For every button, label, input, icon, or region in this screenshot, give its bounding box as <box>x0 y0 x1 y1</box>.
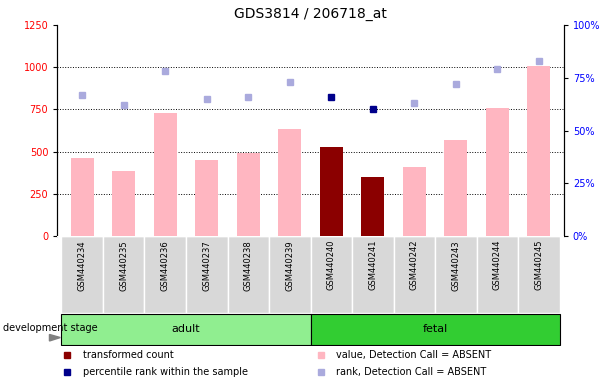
Text: GSM440241: GSM440241 <box>368 240 377 291</box>
Text: GSM440236: GSM440236 <box>161 240 169 291</box>
Bar <box>112 171 135 236</box>
Text: GSM440237: GSM440237 <box>202 240 211 291</box>
Bar <box>195 160 218 236</box>
Text: GSM440239: GSM440239 <box>285 240 294 291</box>
Bar <box>62 236 103 313</box>
Text: GSM440245: GSM440245 <box>534 240 543 291</box>
Text: GSM440235: GSM440235 <box>119 240 128 291</box>
Polygon shape <box>49 334 60 341</box>
Bar <box>154 113 177 236</box>
Bar <box>528 66 551 236</box>
Bar <box>518 236 560 313</box>
Bar <box>71 159 93 236</box>
Text: GSM440240: GSM440240 <box>327 240 336 291</box>
Text: adult: adult <box>172 324 200 334</box>
Bar <box>476 236 518 313</box>
Text: GSM440244: GSM440244 <box>493 240 502 291</box>
Bar <box>311 236 352 313</box>
Bar <box>403 167 426 236</box>
Bar <box>186 236 227 313</box>
Bar <box>237 153 260 236</box>
Bar <box>269 236 311 313</box>
Bar <box>311 314 560 345</box>
Title: GDS3814 / 206718_at: GDS3814 / 206718_at <box>234 7 387 21</box>
Text: GSM440238: GSM440238 <box>244 240 253 291</box>
Bar <box>103 236 145 313</box>
Bar <box>62 314 311 345</box>
Text: transformed count: transformed count <box>83 350 173 360</box>
Text: fetal: fetal <box>423 324 447 334</box>
Bar <box>227 236 269 313</box>
Text: percentile rank within the sample: percentile rank within the sample <box>83 367 248 377</box>
Bar <box>145 236 186 313</box>
Bar <box>394 236 435 313</box>
Text: GSM440234: GSM440234 <box>78 240 87 291</box>
Bar <box>444 140 467 236</box>
Text: value, Detection Call = ABSENT: value, Detection Call = ABSENT <box>336 350 491 360</box>
Bar <box>361 177 384 236</box>
Bar <box>320 147 343 236</box>
Text: GSM440243: GSM440243 <box>452 240 460 291</box>
Text: rank, Detection Call = ABSENT: rank, Detection Call = ABSENT <box>336 367 486 377</box>
Bar <box>352 236 394 313</box>
Text: development stage: development stage <box>3 323 98 333</box>
Bar <box>279 129 302 236</box>
Bar <box>486 108 509 236</box>
Bar <box>435 236 476 313</box>
Text: GSM440242: GSM440242 <box>410 240 419 291</box>
